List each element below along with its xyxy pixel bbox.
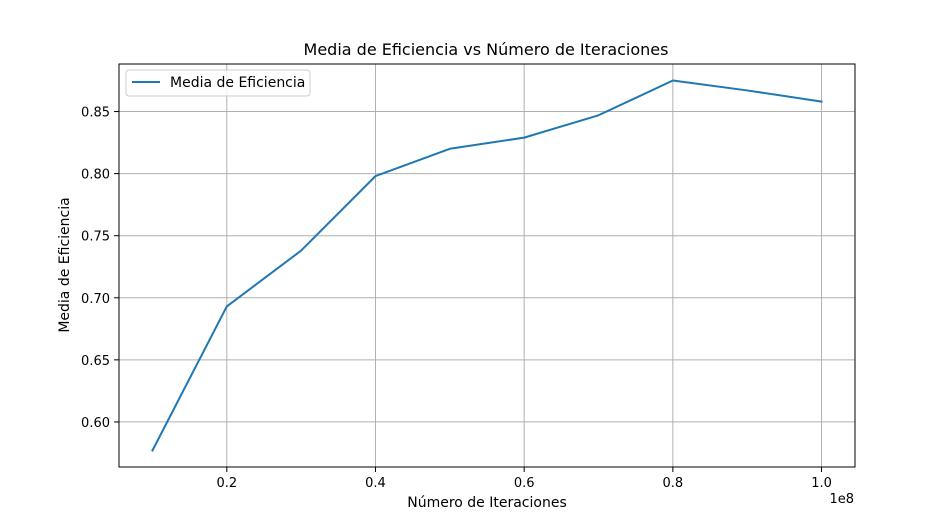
x-axis-label: Número de Iteraciones bbox=[407, 495, 567, 511]
legend: Media de Eficiencia bbox=[125, 69, 311, 97]
x-tick-label: 0.2 bbox=[216, 476, 237, 491]
y-tick-label: 0.60 bbox=[81, 416, 110, 431]
y-tick-label: 0.70 bbox=[81, 292, 110, 307]
plot-frame bbox=[118, 63, 856, 468]
x-axis-ticks: 0.2 0.4 0.6 0.8 1.0 bbox=[216, 467, 832, 491]
y-axis-label: Media de Eficiencia bbox=[57, 197, 73, 332]
y-tick-label: 0.80 bbox=[81, 168, 110, 183]
x-tick-label: 0.4 bbox=[365, 476, 386, 491]
grid-lines bbox=[119, 64, 855, 467]
series-layer bbox=[151, 79, 823, 452]
y-axis-ticks: 0.60 0.65 0.70 0.75 0.80 0.85 bbox=[81, 106, 119, 431]
y-tick-label: 0.65 bbox=[81, 354, 110, 369]
legend-box bbox=[125, 69, 311, 97]
series-line bbox=[151, 79, 823, 452]
x-tick-label: 1.0 bbox=[811, 476, 832, 491]
chart-title: Media de Eficiencia vs Número de Iteraci… bbox=[304, 40, 669, 59]
x-tick-label: 0.8 bbox=[663, 476, 684, 491]
legend-label: Media de Eficiencia bbox=[170, 75, 305, 91]
y-tick-label: 0.75 bbox=[81, 230, 110, 245]
y-tick-label: 0.85 bbox=[81, 106, 110, 121]
x-axis-offset-label: 1e8 bbox=[829, 492, 854, 507]
x-tick-label: 0.6 bbox=[514, 476, 535, 491]
